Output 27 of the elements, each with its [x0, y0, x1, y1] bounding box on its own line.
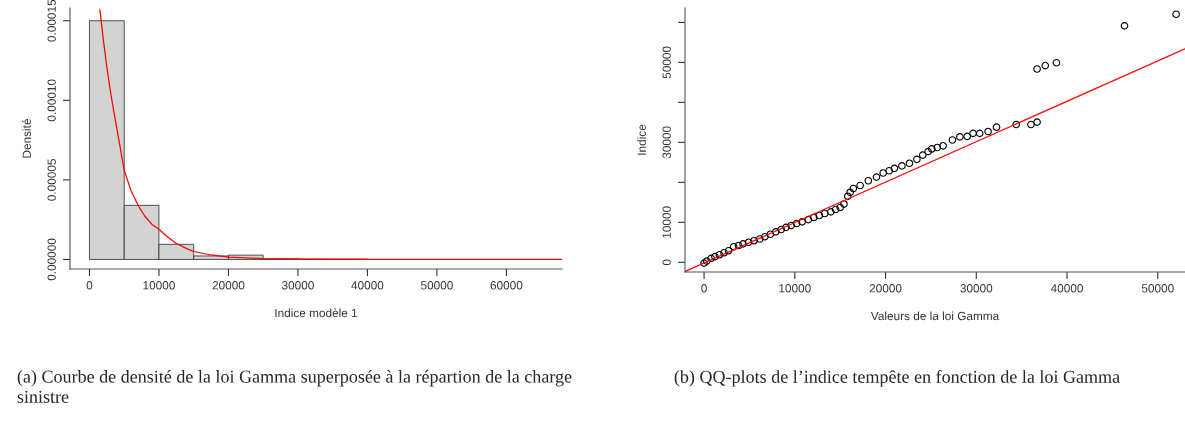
x-tick-label: 20000: [212, 281, 245, 290]
x-tick-label: 50000: [420, 281, 453, 290]
x-tick-label: 10000: [143, 281, 175, 290]
text: (a) Courbe de densité de la loi Gamma superposée à la répartion de la charge sinistre: [17, 370, 572, 403]
text: (b) QQ-plots de l’indice tempête en fonction de la loi Gamma: [674, 370, 1120, 387]
x-tick-label: 40000: [1050, 284, 1083, 293]
x-tick-label: 0: [86, 281, 93, 290]
x-tick-label: 0: [701, 284, 707, 293]
y-axis-title: Densité: [22, 119, 31, 158]
x-axis-title: Valeurs de la loi Gamma: [870, 311, 1000, 321]
x-tick-label: 10000: [779, 284, 811, 293]
x-axis-title: Indice modèle 1: [275, 308, 358, 318]
y-tick-label: 0.00005: [47, 159, 56, 201]
y-tick-label: 10000: [662, 206, 671, 238]
y-axis-title: Indice: [637, 124, 646, 155]
y-tick-label: 0: [662, 259, 671, 266]
x-tick-label: 30000: [960, 284, 993, 293]
y-tick-label: 0.00015: [47, 0, 56, 42]
y-tick-label: 0.00010: [47, 79, 56, 122]
x-tick-label: 60000: [490, 281, 523, 290]
x-tick-label: 50000: [1141, 284, 1174, 293]
x-tick-label: 30000: [281, 281, 314, 290]
y-tick-label: 0.00000: [47, 238, 56, 281]
x-tick-label: 20000: [869, 284, 902, 293]
x-tick-label: 40000: [351, 281, 384, 290]
y-tick-label: 50000: [662, 46, 671, 79]
y-tick-label: 30000: [662, 126, 671, 159]
